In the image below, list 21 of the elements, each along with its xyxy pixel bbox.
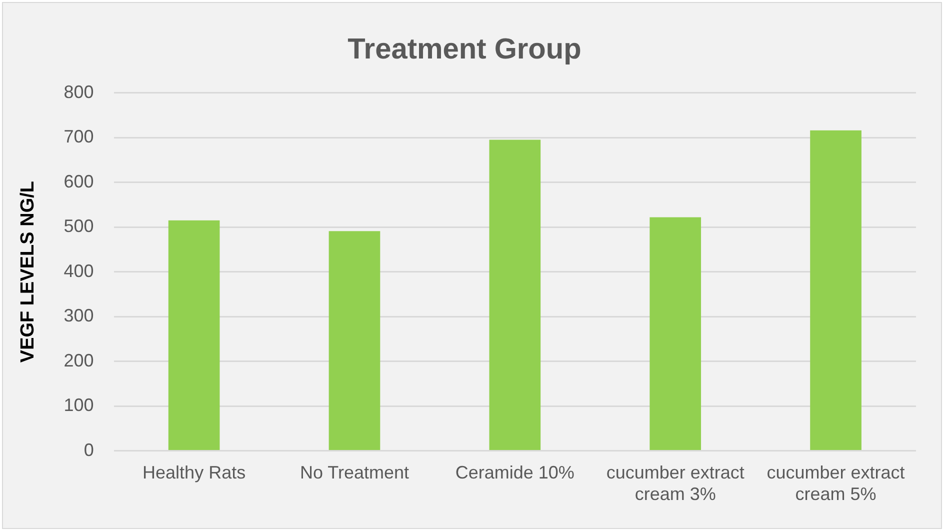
- bar: [168, 220, 220, 450]
- bar: [810, 130, 862, 450]
- x-tick-label: Healthy Rats: [142, 462, 246, 483]
- bar: [650, 217, 702, 450]
- y-tick-label: 300: [64, 306, 94, 326]
- chart-title: Treatment Group: [348, 33, 582, 66]
- y-tick-label: 700: [64, 126, 94, 147]
- bar: [328, 231, 380, 450]
- x-tick-label: No Treatment: [300, 462, 410, 483]
- x-tick-label: Ceramide 10%: [455, 462, 574, 483]
- y-axis-title: VEGF LEVELS NG/L: [18, 180, 39, 363]
- y-tick-label: 400: [64, 260, 94, 281]
- y-tick-label: 100: [64, 395, 94, 416]
- y-tick-label: 500: [64, 216, 94, 236]
- y-tick-label: 600: [64, 171, 94, 192]
- y-tick-label: 0: [84, 440, 94, 460]
- x-tick-label: cucumber extract cream 3%: [606, 462, 744, 504]
- x-tick-label: cucumber extract cream 5%: [766, 462, 905, 504]
- bar: [489, 140, 541, 450]
- y-tick-label: 800: [64, 82, 94, 102]
- y-tick-label: 200: [64, 350, 94, 370]
